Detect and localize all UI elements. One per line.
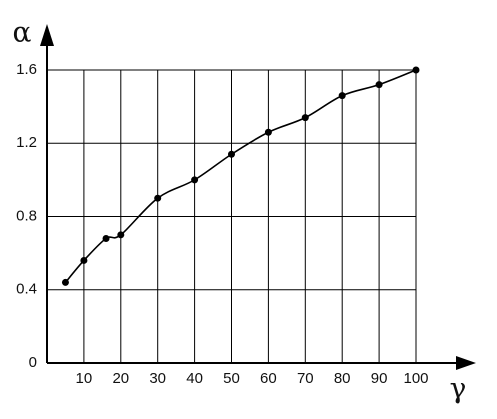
- point: [154, 194, 162, 202]
- point: [301, 114, 309, 122]
- x-tick-label: 50: [223, 370, 240, 387]
- point: [412, 66, 420, 74]
- y-axis-label: α: [13, 16, 32, 49]
- x-tick-label: 40: [186, 370, 203, 387]
- point: [117, 231, 125, 239]
- point: [228, 150, 235, 158]
- point: [338, 92, 346, 100]
- point: [61, 278, 69, 286]
- x-tick-label: 10: [76, 370, 93, 387]
- y-tick-label: 0.4: [16, 281, 37, 298]
- point: [80, 256, 88, 264]
- y-tick-label: 1.2: [16, 134, 37, 151]
- x-tick-label: 90: [371, 370, 388, 387]
- y-tick-label: 0: [29, 354, 37, 371]
- y-tick-label: 0.8: [16, 207, 37, 224]
- x-tick-label: 80: [334, 370, 351, 387]
- x-axis-label: γ: [450, 372, 467, 405]
- point: [102, 234, 110, 242]
- y-tick-label: 1.6: [16, 61, 37, 78]
- x-tick-label: 60: [260, 370, 277, 387]
- point: [191, 176, 199, 184]
- point: [264, 128, 272, 136]
- x-tick-label: 20: [112, 370, 129, 387]
- x-tick-label: 30: [149, 370, 166, 387]
- y-arrow: [40, 24, 54, 46]
- point: [375, 81, 383, 89]
- x-tick-label: 100: [403, 370, 428, 387]
- x-tick-label: 70: [297, 370, 314, 387]
- line: [64, 69, 417, 283]
- x-arrow: [456, 356, 476, 370]
